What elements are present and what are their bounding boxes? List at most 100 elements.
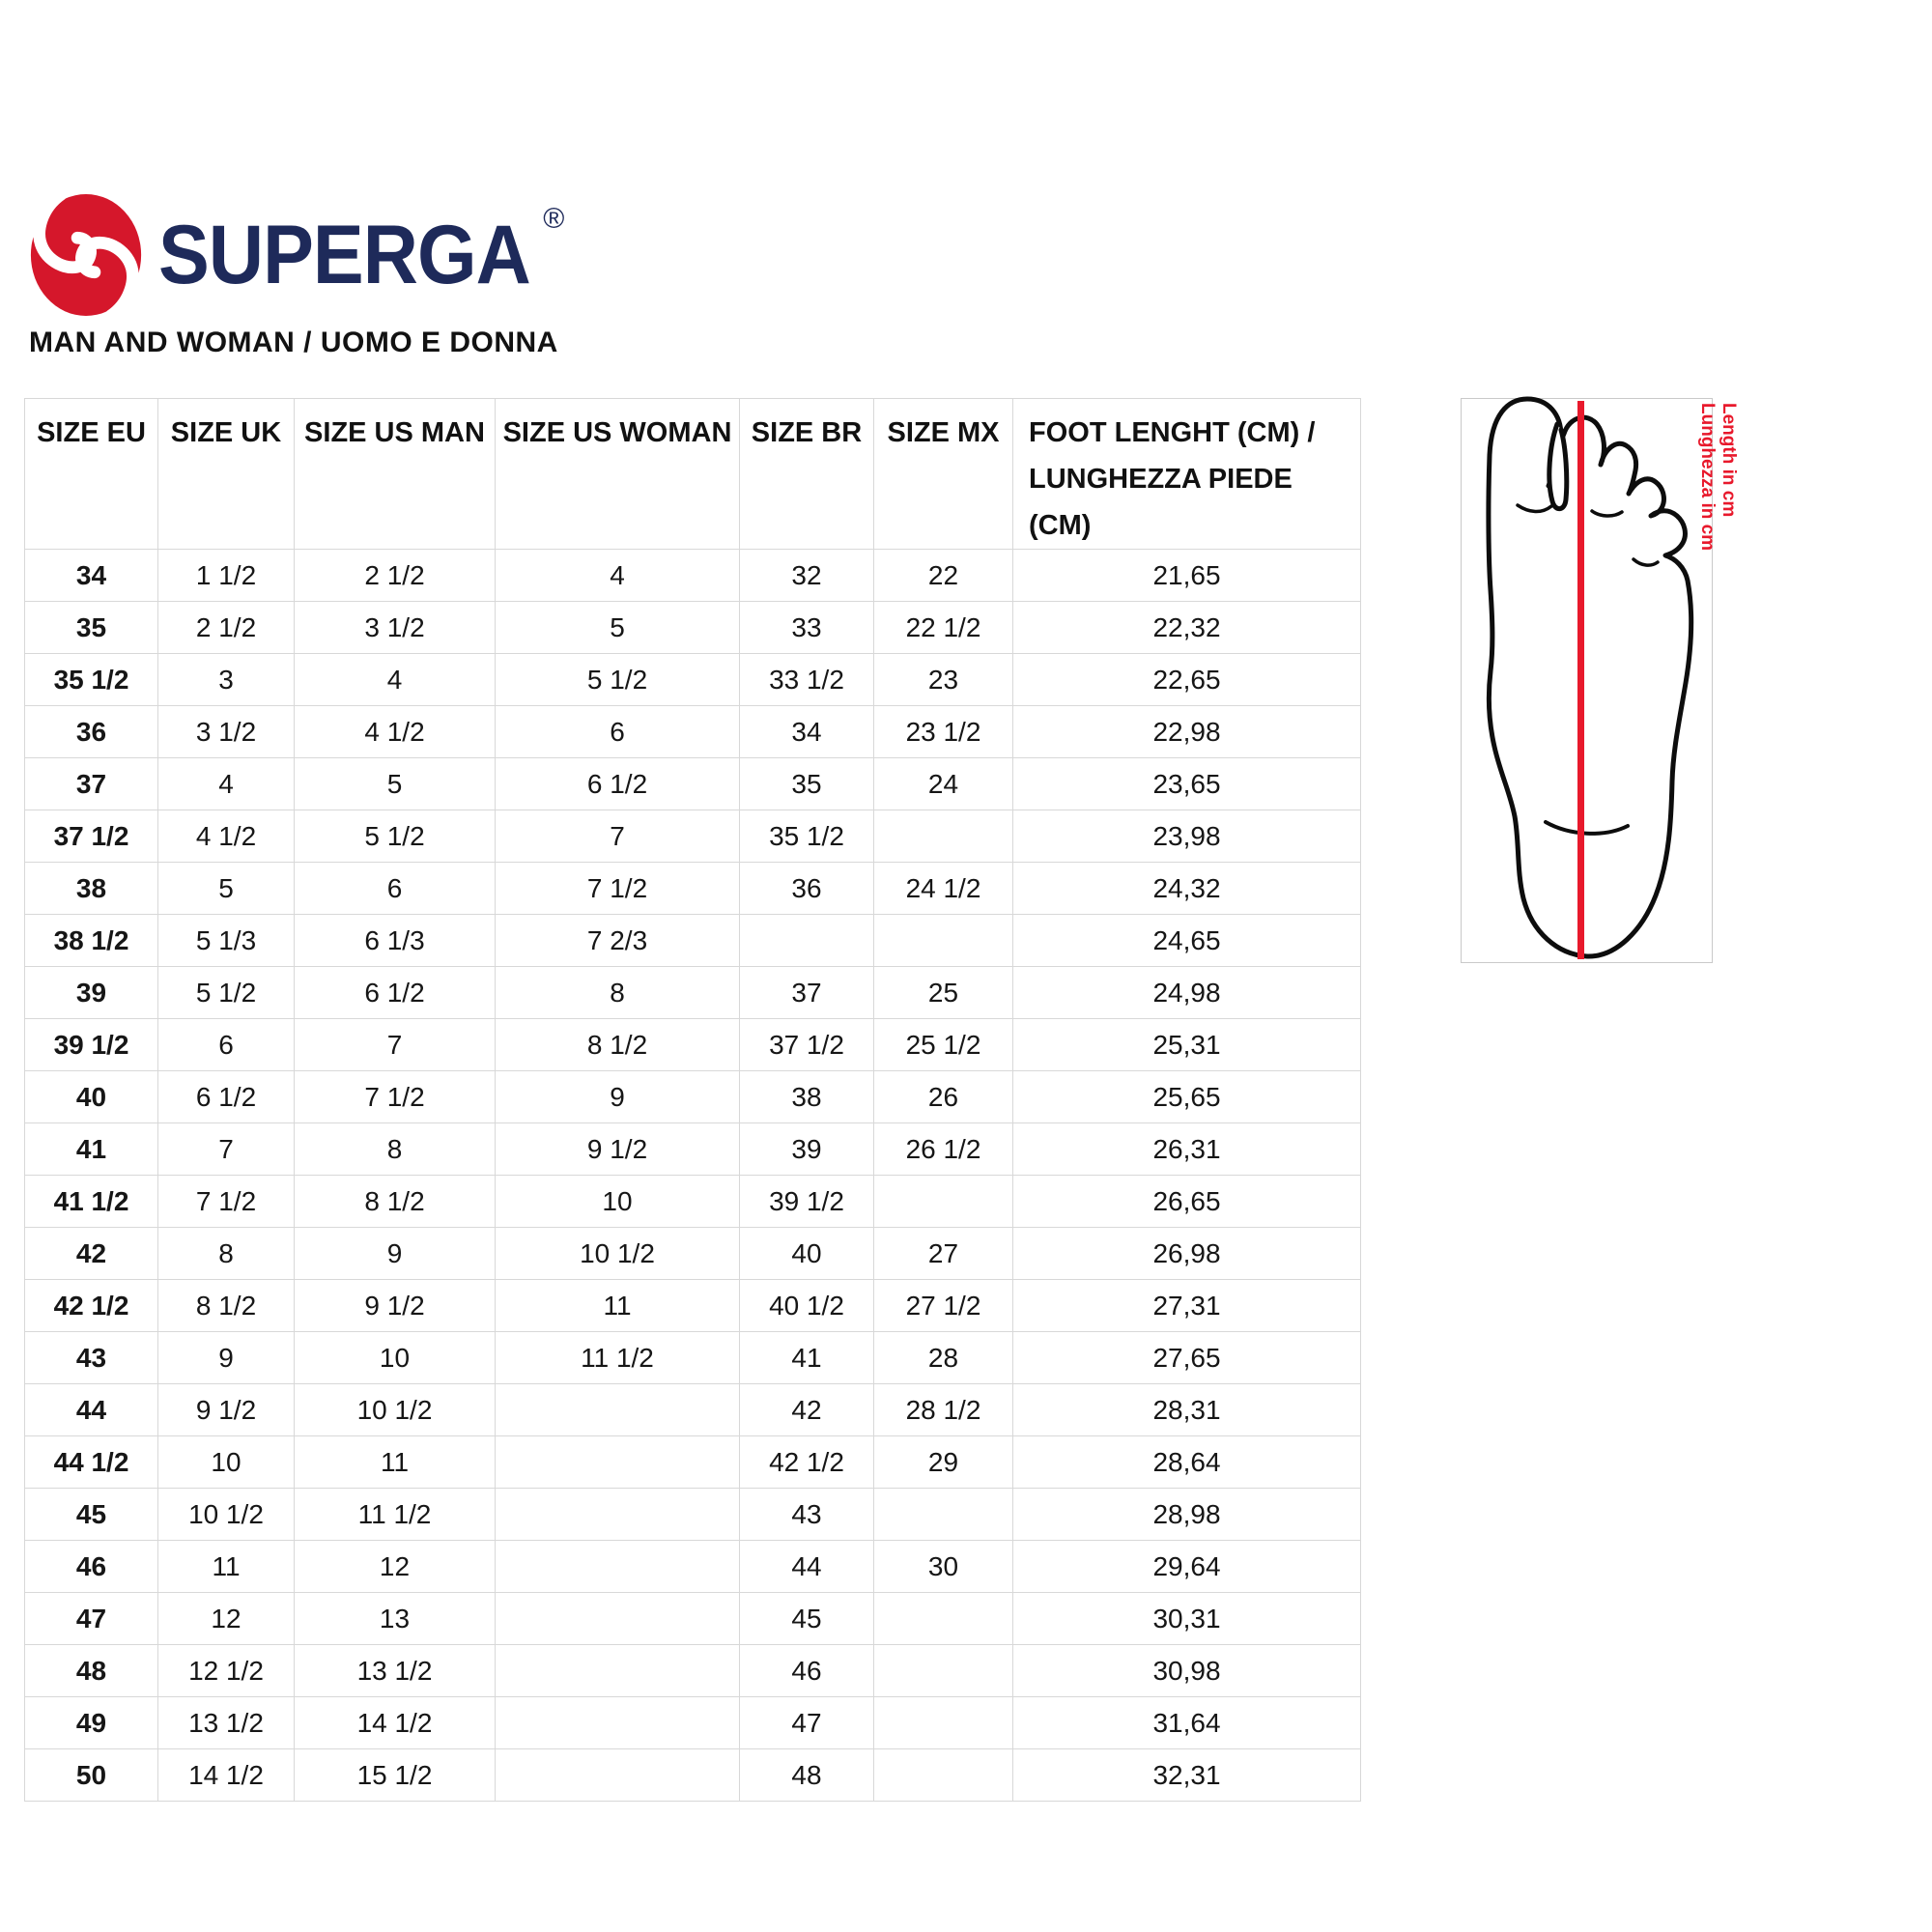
cell-size-br: 32 <box>739 549 874 602</box>
cell-size-uk: 11 <box>157 1540 295 1593</box>
cell-size-eu: 46 <box>24 1540 158 1593</box>
cell-size-br: 44 <box>739 1540 874 1593</box>
cell-size-us-woman: 7 1/2 <box>495 862 740 915</box>
cell-size-eu: 35 1/2 <box>24 653 158 706</box>
cell-size-mx: 22 <box>873 549 1013 602</box>
cell-size-us-woman <box>495 1592 740 1645</box>
cell-size-eu: 38 1/2 <box>24 914 158 967</box>
cell-size-br: 33 <box>739 601 874 654</box>
cell-foot-length: 27,65 <box>1012 1331 1361 1384</box>
superga-emblem-icon <box>30 193 142 317</box>
cell-size-uk: 5 1/2 <box>157 966 295 1019</box>
cell-size-us-woman: 7 <box>495 810 740 863</box>
cell-size-us-man: 6 <box>294 862 496 915</box>
table-row: 39 5 1/2 6 1/2 8 37 25 24,98 <box>24 966 1361 1019</box>
cell-foot-length: 29,64 <box>1012 1540 1361 1593</box>
cell-size-eu: 50 <box>24 1748 158 1802</box>
cell-size-uk: 9 <box>157 1331 295 1384</box>
cell-size-us-man: 6 1/3 <box>294 914 496 967</box>
cell-size-br: 40 1/2 <box>739 1279 874 1332</box>
cell-size-mx: 27 <box>873 1227 1013 1280</box>
cell-size-uk: 1 1/2 <box>157 549 295 602</box>
cell-size-mx <box>873 1592 1013 1645</box>
cell-foot-length: 24,32 <box>1012 862 1361 915</box>
cell-size-us-man: 13 <box>294 1592 496 1645</box>
cell-size-br: 46 <box>739 1644 874 1697</box>
cell-foot-length: 24,98 <box>1012 966 1361 1019</box>
cell-size-us-woman <box>495 1488 740 1541</box>
table-row: 44 1/2 10 11 42 1/2 29 28,64 <box>24 1435 1361 1489</box>
cell-size-us-woman: 11 <box>495 1279 740 1332</box>
table-row: 46 11 12 44 30 29,64 <box>24 1540 1361 1593</box>
table-row: 40 6 1/2 7 1/2 9 38 26 25,65 <box>24 1070 1361 1123</box>
cell-size-uk: 6 <box>157 1018 295 1071</box>
cell-size-eu: 35 <box>24 601 158 654</box>
cell-size-br: 38 <box>739 1070 874 1123</box>
cell-size-us-man: 9 1/2 <box>294 1279 496 1332</box>
length-label-it: Lunghezza in cm <box>1697 403 1718 552</box>
table-row: 49 13 1/2 14 1/2 47 31,64 <box>24 1696 1361 1749</box>
cell-foot-length: 26,31 <box>1012 1122 1361 1176</box>
cell-size-eu: 44 <box>24 1383 158 1436</box>
cell-size-br: 45 <box>739 1592 874 1645</box>
table-row: 41 7 8 9 1/2 39 26 1/2 26,31 <box>24 1122 1361 1176</box>
cell-size-mx: 30 <box>873 1540 1013 1593</box>
col-header-size-br: SIZE BR <box>739 398 874 550</box>
cell-size-us-woman <box>495 1383 740 1436</box>
cell-size-uk: 12 <box>157 1592 295 1645</box>
cell-size-br: 42 1/2 <box>739 1435 874 1489</box>
cell-size-eu: 49 <box>24 1696 158 1749</box>
cell-size-uk: 4 1/2 <box>157 810 295 863</box>
cell-foot-length: 26,98 <box>1012 1227 1361 1280</box>
cell-size-uk: 3 1/2 <box>157 705 295 758</box>
cell-size-us-man: 12 <box>294 1540 496 1593</box>
cell-size-us-woman <box>495 1696 740 1749</box>
cell-size-br: 48 <box>739 1748 874 1802</box>
cell-size-us-woman: 11 1/2 <box>495 1331 740 1384</box>
cell-size-us-woman <box>495 1540 740 1593</box>
cell-foot-length: 31,64 <box>1012 1696 1361 1749</box>
header-row: SIZE EU SIZE UK SIZE US MAN SIZE US WOMA… <box>24 398 1361 550</box>
cell-size-us-man: 7 <box>294 1018 496 1071</box>
cell-size-us-man: 4 <box>294 653 496 706</box>
cell-foot-length: 23,65 <box>1012 757 1361 810</box>
cell-size-br: 33 1/2 <box>739 653 874 706</box>
cell-size-mx: 26 1/2 <box>873 1122 1013 1176</box>
cell-size-us-woman: 4 <box>495 549 740 602</box>
cell-size-uk: 4 <box>157 757 295 810</box>
cell-foot-length: 28,31 <box>1012 1383 1361 1436</box>
cell-size-eu: 44 1/2 <box>24 1435 158 1489</box>
cell-foot-length: 32,31 <box>1012 1748 1361 1802</box>
cell-size-uk: 7 1/2 <box>157 1175 295 1228</box>
cell-foot-length: 22,32 <box>1012 601 1361 654</box>
table-row: 35 1/2 3 4 5 1/2 33 1/2 23 22,65 <box>24 653 1361 706</box>
cell-foot-length: 23,98 <box>1012 810 1361 863</box>
cell-size-eu: 36 <box>24 705 158 758</box>
cell-size-us-woman: 6 1/2 <box>495 757 740 810</box>
cell-size-mx <box>873 1696 1013 1749</box>
cell-size-us-man: 9 <box>294 1227 496 1280</box>
table-row: 37 4 5 6 1/2 35 24 23,65 <box>24 757 1361 810</box>
cell-size-us-man: 3 1/2 <box>294 601 496 654</box>
table-row: 48 12 1/2 13 1/2 46 30,98 <box>24 1644 1361 1697</box>
cell-size-mx <box>873 810 1013 863</box>
table-row: 45 10 1/2 11 1/2 43 28,98 <box>24 1488 1361 1541</box>
cell-size-br: 41 <box>739 1331 874 1384</box>
cell-size-uk: 9 1/2 <box>157 1383 295 1436</box>
superga-logo: SUPERGA ® <box>29 193 583 317</box>
cell-size-us-man: 10 1/2 <box>294 1383 496 1436</box>
cell-foot-length: 26,65 <box>1012 1175 1361 1228</box>
cell-size-br: 39 <box>739 1122 874 1176</box>
cell-foot-length: 22,98 <box>1012 705 1361 758</box>
cell-size-us-woman: 9 <box>495 1070 740 1123</box>
cell-size-uk: 13 1/2 <box>157 1696 295 1749</box>
cell-size-us-woman <box>495 1644 740 1697</box>
cell-size-us-man: 8 <box>294 1122 496 1176</box>
cell-size-mx: 29 <box>873 1435 1013 1489</box>
cell-size-eu: 40 <box>24 1070 158 1123</box>
table-row: 34 1 1/2 2 1/2 4 32 22 21,65 <box>24 549 1361 602</box>
cell-size-br: 37 1/2 <box>739 1018 874 1071</box>
cell-size-us-woman: 8 <box>495 966 740 1019</box>
cell-size-us-woman: 9 1/2 <box>495 1122 740 1176</box>
